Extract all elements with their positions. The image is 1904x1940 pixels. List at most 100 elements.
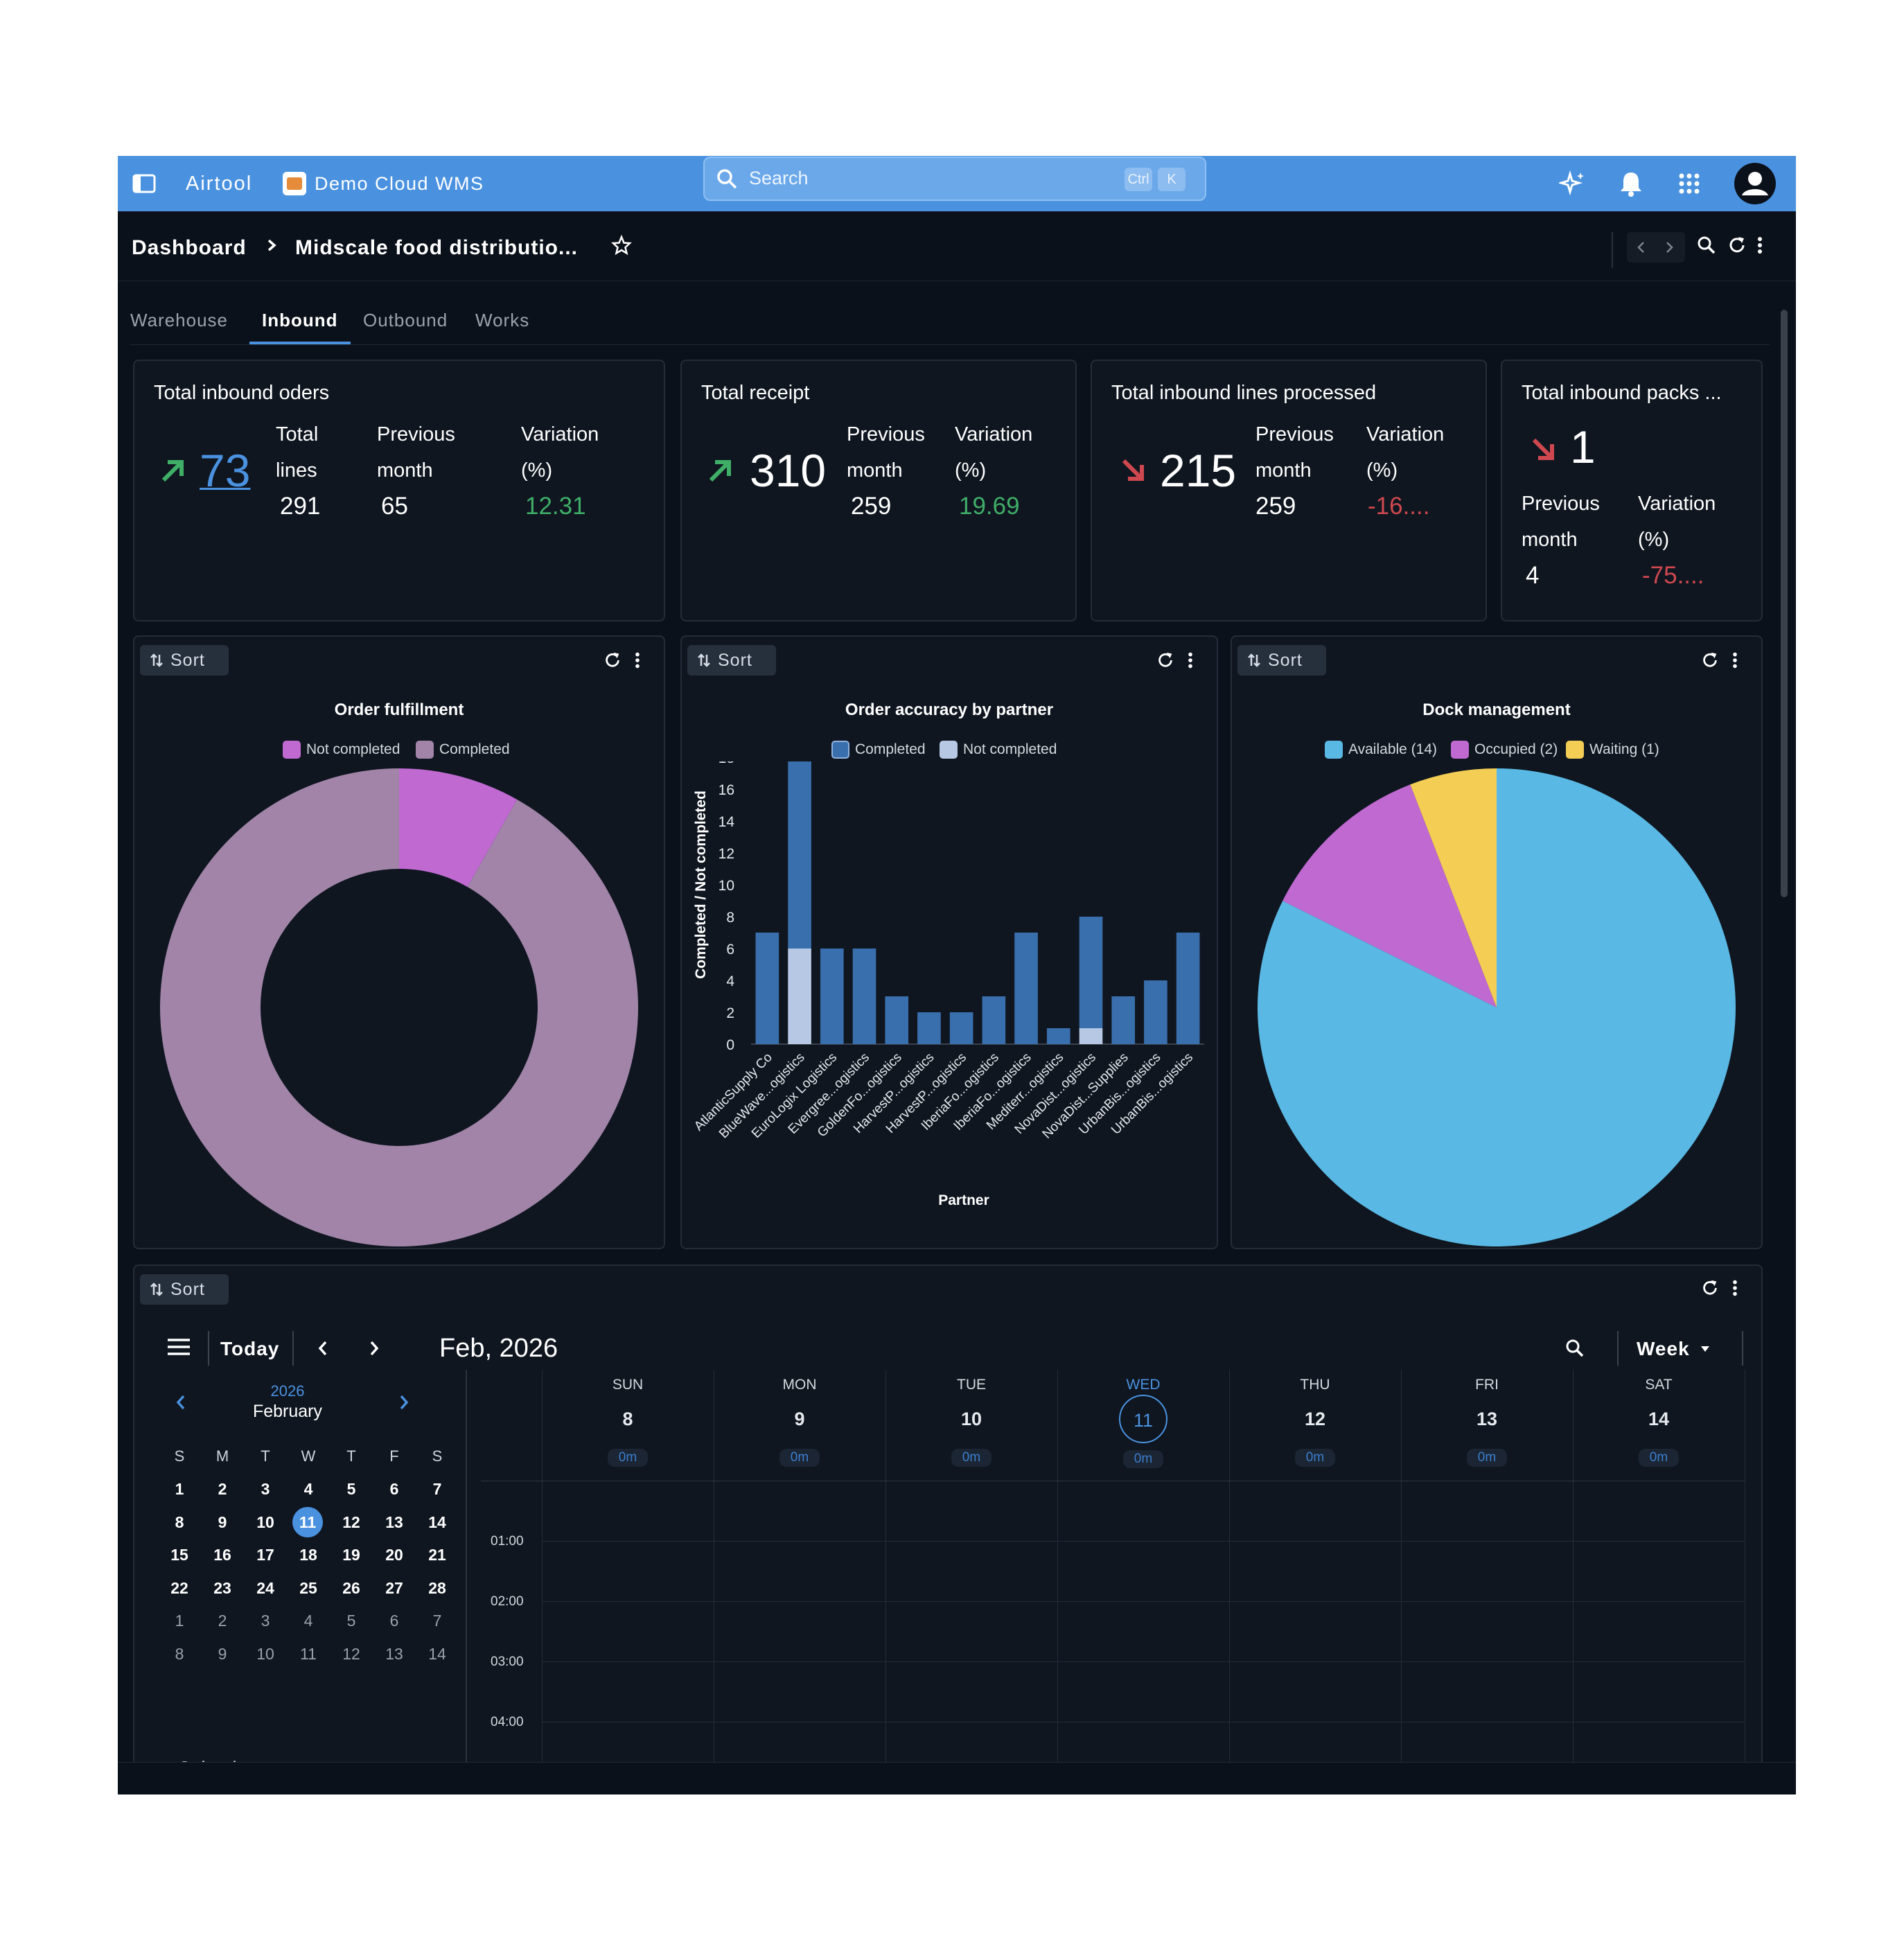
- refresh-icon[interactable]: [603, 651, 622, 673]
- pie-slice-occupied[interactable]: [1282, 784, 1497, 1007]
- day-column-header[interactable]: THU 12 0m: [1229, 1370, 1401, 1467]
- more-vertical-icon[interactable]: [633, 651, 642, 673]
- legend-occupied[interactable]: Occupied (2): [1451, 741, 1558, 759]
- mini-calendar-day[interactable]: 21: [428, 1546, 446, 1564]
- kpi-value-link[interactable]: 73: [200, 445, 251, 496]
- favorite-star-icon[interactable]: [610, 234, 633, 259]
- donut-slice-not-completed[interactable]: [399, 768, 518, 888]
- mini-calendar-day[interactable]: 12: [342, 1513, 360, 1531]
- mini-calendar-day[interactable]: 9: [218, 1513, 227, 1531]
- bar-completed[interactable]: [755, 933, 779, 1044]
- mini-calendar-day[interactable]: 7: [432, 1612, 442, 1630]
- refresh-icon[interactable]: [1700, 651, 1720, 673]
- mini-calendar-day[interactable]: 6: [389, 1612, 399, 1630]
- mini-calendar-day[interactable]: 16: [213, 1546, 231, 1564]
- bar-completed[interactable]: [949, 1012, 973, 1044]
- mini-calendar-day[interactable]: 8: [175, 1644, 184, 1663]
- next-month-chevron-icon[interactable]: [396, 1392, 412, 1416]
- donut-slice-completed[interactable]: [159, 768, 638, 1246]
- apps-grid-icon[interactable]: [1678, 156, 1700, 211]
- sort-button[interactable]: Sort: [687, 645, 776, 676]
- bar-completed[interactable]: [788, 761, 811, 949]
- bar-completed[interactable]: [1111, 996, 1136, 1044]
- mini-calendar-day[interactable]: 20: [385, 1546, 403, 1564]
- tab-warehouse[interactable]: Warehouse: [130, 310, 228, 330]
- prev-week-chevron-icon[interactable]: [315, 1338, 331, 1362]
- mini-calendar-day[interactable]: 11: [292, 1506, 323, 1537]
- mini-calendar-day[interactable]: 13: [385, 1644, 403, 1663]
- mini-calendar-day[interactable]: 23: [213, 1578, 231, 1597]
- bar-completed[interactable]: [1176, 933, 1200, 1044]
- refresh-icon[interactable]: [1700, 1278, 1720, 1301]
- mini-calendar-day[interactable]: 15: [170, 1546, 188, 1564]
- mini-calendar-day[interactable]: 4: [303, 1612, 313, 1630]
- bar-not-completed[interactable]: [788, 949, 811, 1044]
- mini-calendar-day[interactable]: 14: [428, 1513, 446, 1531]
- sort-button[interactable]: Sort: [140, 645, 229, 676]
- search-bar[interactable]: Search Ctrl K: [703, 157, 1206, 201]
- bar-completed[interactable]: [1079, 917, 1103, 1028]
- workspace-switcher[interactable]: Demo Cloud WMS: [283, 156, 484, 211]
- mini-calendar-day[interactable]: 17: [256, 1546, 274, 1564]
- mini-calendar-day[interactable]: 9: [218, 1644, 227, 1663]
- forward-chevron-icon[interactable]: [1661, 239, 1677, 259]
- next-week-chevron-icon[interactable]: [366, 1338, 382, 1362]
- prev-month-chevron-icon[interactable]: [173, 1392, 188, 1416]
- day-column-header[interactable]: MON 9 0m: [714, 1370, 885, 1467]
- mini-calendar-day[interactable]: 27: [385, 1578, 403, 1597]
- mini-calendar-day[interactable]: 24: [256, 1578, 274, 1597]
- mini-calendar-day[interactable]: 5: [346, 1480, 356, 1498]
- mini-calendar-day[interactable]: 12: [342, 1644, 360, 1663]
- more-vertical-icon[interactable]: [1756, 235, 1764, 259]
- more-vertical-icon[interactable]: [1731, 1278, 1739, 1301]
- bar-completed[interactable]: [1046, 1028, 1070, 1044]
- mini-calendar-day[interactable]: 14: [428, 1644, 446, 1663]
- mini-calendar-day[interactable]: 8: [175, 1513, 184, 1531]
- sidebar-toggle-icon[interactable]: [132, 156, 157, 211]
- mini-calendar-day[interactable]: 11: [300, 1644, 317, 1663]
- sort-button[interactable]: Sort: [1237, 645, 1326, 676]
- day-date[interactable]: 9: [794, 1409, 805, 1429]
- legend-completed[interactable]: Completed: [831, 741, 926, 759]
- bar-completed[interactable]: [1144, 980, 1167, 1044]
- notifications-bell-icon[interactable]: [1619, 156, 1643, 211]
- day-date[interactable]: 13: [1476, 1409, 1498, 1429]
- mini-calendar-day[interactable]: 3: [261, 1480, 270, 1498]
- mini-calendar-day[interactable]: 19: [342, 1546, 360, 1564]
- mini-calendar-day[interactable]: 4: [303, 1480, 313, 1498]
- day-date[interactable]: 8: [622, 1409, 633, 1429]
- ai-sparkle-icon[interactable]: [1559, 156, 1587, 211]
- legend-waiting[interactable]: Waiting (1): [1566, 741, 1659, 759]
- user-avatar[interactable]: [1734, 156, 1777, 211]
- bar-completed[interactable]: [852, 949, 876, 1044]
- mini-calendar-day[interactable]: 3: [261, 1612, 270, 1630]
- mini-calendar-day[interactable]: 7: [432, 1480, 442, 1498]
- mini-calendar-day[interactable]: 28: [428, 1578, 446, 1597]
- mini-calendar-day[interactable]: 10: [256, 1513, 274, 1531]
- bar-not-completed[interactable]: [1079, 1028, 1103, 1044]
- mini-calendar-day[interactable]: 26: [342, 1578, 360, 1597]
- day-column-header[interactable]: SAT 14 0m: [1573, 1370, 1745, 1467]
- today-button[interactable]: Today: [220, 1338, 280, 1359]
- mini-calendar-day[interactable]: 18: [299, 1546, 317, 1564]
- menu-hamburger-icon[interactable]: [166, 1337, 191, 1361]
- refresh-icon[interactable]: [1156, 651, 1175, 673]
- mini-calendar-day[interactable]: 22: [170, 1578, 188, 1597]
- calendar-search-icon[interactable]: [1564, 1338, 1585, 1362]
- day-column-header[interactable]: SUN 8 0m: [542, 1370, 714, 1467]
- view-selector[interactable]: Week: [1637, 1338, 1711, 1360]
- day-column-header[interactable]: WED 11 0m: [1057, 1370, 1229, 1468]
- more-vertical-icon[interactable]: [1731, 651, 1739, 673]
- legend-available[interactable]: Available (14): [1325, 741, 1437, 759]
- legend-completed[interactable]: Completed: [416, 741, 510, 759]
- tab-inbound[interactable]: Inbound: [262, 310, 338, 330]
- bar-completed[interactable]: [1014, 933, 1038, 1044]
- bar-completed[interactable]: [820, 949, 844, 1044]
- mini-calendar-day[interactable]: 10: [256, 1644, 274, 1663]
- day-date[interactable]: 14: [1648, 1409, 1670, 1429]
- page-scrollbar[interactable]: [1781, 310, 1788, 897]
- more-vertical-icon[interactable]: [1186, 651, 1195, 673]
- day-column-header[interactable]: TUE 10 0m: [885, 1370, 1057, 1467]
- breadcrumb-root[interactable]: Dashboard: [132, 236, 247, 259]
- refresh-icon[interactable]: [1727, 235, 1747, 259]
